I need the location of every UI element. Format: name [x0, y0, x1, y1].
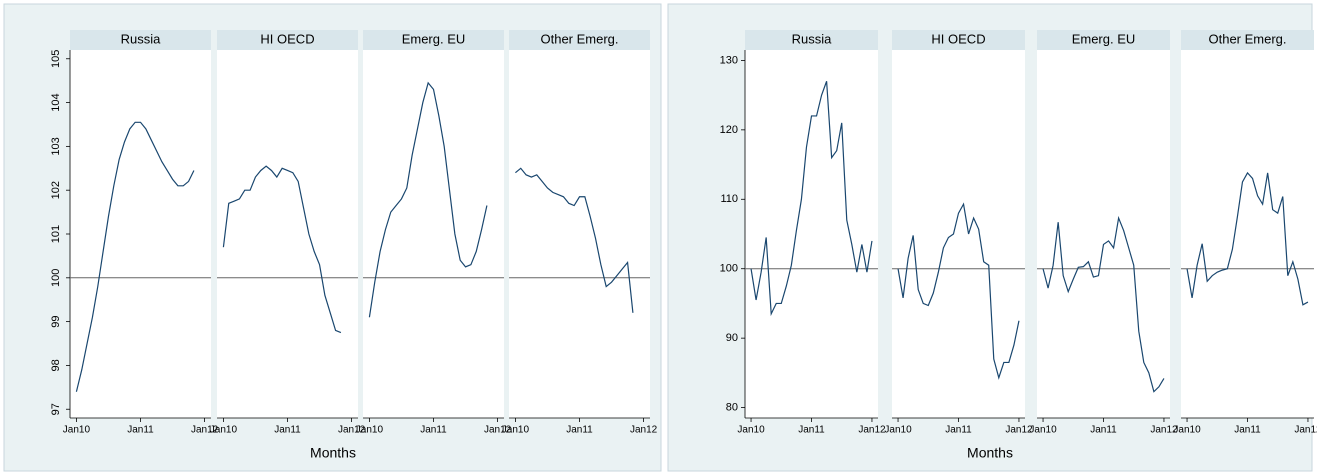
strip	[1181, 30, 1314, 50]
plot-area	[892, 50, 1025, 418]
y-tick-label: 120	[720, 124, 738, 136]
x-tick-label: Jan12	[191, 425, 219, 436]
strip	[70, 30, 211, 50]
line-series	[515, 167, 634, 313]
y-tick-label: 98	[50, 359, 62, 371]
x-tick-label: Jan12	[1150, 425, 1178, 436]
line-series	[750, 81, 873, 317]
line-series	[368, 81, 488, 318]
x-tick-label: Jan10	[63, 425, 91, 436]
line-series	[75, 121, 195, 392]
y-tick-label: 102	[50, 181, 62, 199]
panel-title: Russia	[792, 31, 833, 46]
y-tick-label: 110	[720, 193, 738, 205]
plot-area	[509, 50, 650, 418]
y-tick-label: 100	[50, 269, 62, 287]
x-tick-label: Jan12	[1294, 425, 1317, 436]
x-tick-label: Jan11	[420, 425, 447, 436]
panel-title: Other Emerg.	[540, 31, 618, 46]
panel-title: HI OECD	[260, 31, 314, 46]
line-series	[897, 202, 1020, 380]
strip	[363, 30, 504, 50]
x-tick-label: Jan11	[945, 425, 972, 436]
x-tick-label: Jan12	[484, 425, 512, 436]
x-tick-label: Jan10	[737, 425, 765, 436]
plot-area	[70, 50, 211, 418]
x-tick-label: Jan10	[1029, 425, 1057, 436]
panel-title: Emerg. EU	[402, 31, 466, 46]
line-series	[1042, 215, 1165, 393]
x-tick-label: Jan11	[1090, 425, 1117, 436]
x-tick-label: Jan10	[356, 425, 384, 436]
x-axis-label: Months	[967, 445, 1013, 461]
plot-area	[745, 50, 878, 418]
x-tick-label: Jan12	[1005, 425, 1033, 436]
strip	[509, 30, 650, 50]
plot-area	[1181, 50, 1314, 418]
plot-area	[217, 50, 358, 418]
y-tick-label: 99	[50, 315, 62, 327]
y-tick-label: 80	[726, 401, 738, 413]
x-tick-label: Jan11	[566, 425, 593, 436]
x-tick-label: Jan11	[127, 425, 154, 436]
strip	[745, 30, 878, 50]
y-tick-label: 104	[50, 93, 62, 111]
panel-title: Russia	[121, 31, 162, 46]
y-tick-label: 105	[50, 50, 62, 68]
x-tick-label: Jan10	[1173, 425, 1201, 436]
y-tick-label: 90	[726, 332, 738, 344]
y-tick-label: 103	[50, 137, 62, 155]
x-tick-label: Jan10	[502, 425, 530, 436]
x-tick-label: Jan11	[274, 425, 301, 436]
line-series	[1186, 171, 1309, 306]
strip	[892, 30, 1025, 50]
y-tick-label: 130	[720, 54, 738, 66]
y-tick-label: 100	[720, 263, 738, 275]
line-series	[222, 165, 342, 334]
panel-title: HI OECD	[931, 31, 985, 46]
x-tick-label: Jan11	[1234, 425, 1261, 436]
panel-title: Other Emerg.	[1208, 31, 1286, 46]
x-axis-label: Months	[310, 445, 356, 461]
x-tick-label: Jan11	[798, 425, 825, 436]
strip	[217, 30, 358, 50]
x-tick-label: Jan12	[338, 425, 366, 436]
strip	[1037, 30, 1170, 50]
panel-title: Emerg. EU	[1072, 31, 1136, 46]
x-tick-label: Jan12	[858, 425, 886, 436]
y-tick-label: 101	[50, 225, 62, 243]
x-tick-label: Jan12	[630, 425, 658, 436]
y-tick-label: 97	[50, 403, 62, 415]
x-tick-label: Jan10	[210, 425, 238, 436]
x-tick-label: Jan10	[884, 425, 912, 436]
